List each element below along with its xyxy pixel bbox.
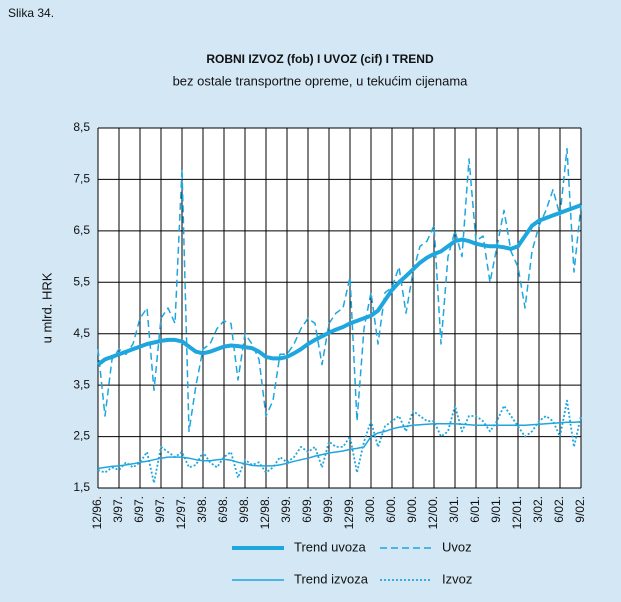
x-tick-label: 12/01. [510,496,524,529]
x-tick-label: 6/98. [216,496,230,523]
y-tick-label: 1,5 [73,480,90,494]
legend-label: Izvoz [442,571,472,586]
y-tick-label: 4,5 [73,326,90,340]
x-tick-label: 3/02. [531,496,545,523]
x-tick-label: 6/97. [132,496,146,523]
x-tick-label: 3/98. [195,496,209,523]
x-tick-label: 3/97. [111,496,125,523]
x-tick-label: 9/00. [405,496,419,523]
x-tick-label: 3/00. [363,496,377,523]
series-line [96,203,582,367]
chart-subtitle: bez ostale transportne opreme, u tekućim… [173,73,469,88]
y-tick-label: 6,5 [73,223,90,237]
x-tick-label: 9/99. [321,496,335,523]
y-tick-label: 5,5 [73,274,90,288]
series-line [97,420,582,470]
figure-label: Slika 34. [8,6,54,20]
series-line [97,399,582,484]
x-tick-label: 9/98. [237,496,251,523]
y-tick-label: 2,5 [73,429,90,443]
x-tick-label: 6/01. [468,496,482,523]
plot-area [98,128,581,488]
x-tick-label: 6/99. [300,496,314,523]
x-tick-label: 9/97. [153,496,167,523]
series-line [97,147,582,433]
x-tick-label: 12/96. [90,496,104,529]
y-axis-label: u mlrd. HRK [39,272,54,343]
x-tick-label: 6/02. [552,496,566,523]
x-tick-label: 12/99. [342,496,356,529]
x-tick-label: 12/00. [426,496,440,529]
legend-label: Trend izvoza [294,571,369,586]
x-tick-label: 12/98. [258,496,272,529]
legend-label: Trend uvoza [294,539,367,554]
y-tick-label: 8,5 [73,120,90,134]
x-tick-label: 9/01. [489,496,503,523]
chart-title: ROBNI IZVOZ (fob) I UVOZ (cif) I TREND [206,52,434,66]
legend-label: Uvoz [442,539,472,554]
x-tick-label: 3/01. [447,496,461,523]
x-tick-label: 3/99. [279,496,293,523]
y-tick-label: 7,5 [73,172,90,186]
x-tick-label: 9/02. [573,496,587,523]
y-tick-label: 3,5 [73,377,90,391]
x-tick-label: 12/97. [174,496,188,529]
x-tick-label: 6/00. [384,496,398,523]
